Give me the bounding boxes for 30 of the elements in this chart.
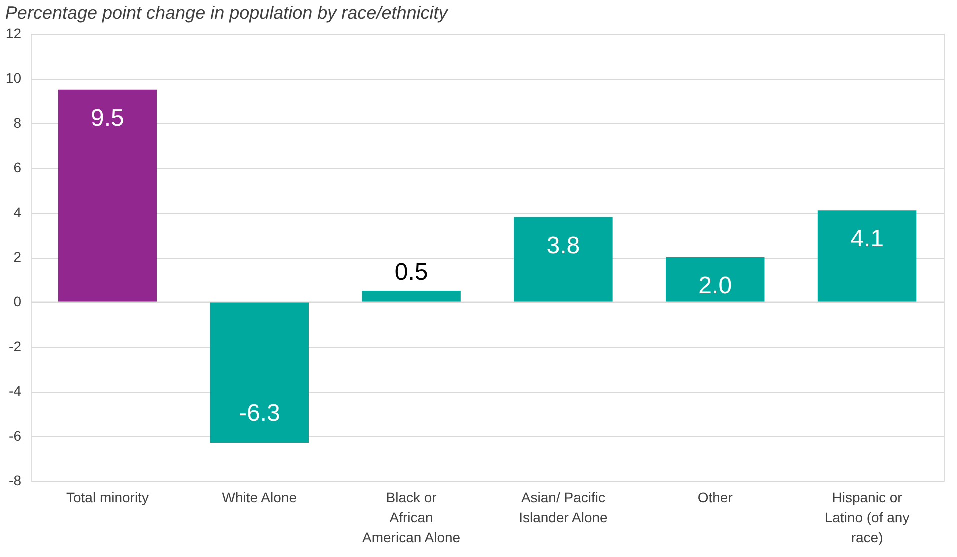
x-tick-label: Hispanic or Latino (of any race): [824, 490, 910, 546]
bar: [666, 258, 765, 302]
data-label: -6.3: [238, 400, 280, 427]
chart-title: Percentage point change in population by race/ethnicity: [5, 3, 449, 23]
y-tick-label: 6: [14, 160, 22, 176]
x-tick-label: Asian/ Pacific Islander Alone: [519, 490, 608, 526]
data-label: 2.0: [698, 272, 732, 300]
data-label: 0.5: [394, 259, 428, 286]
x-tick-label: White Alone: [222, 490, 298, 506]
y-tick-label: 12: [6, 26, 22, 42]
y-tick-label: 2: [14, 249, 22, 265]
bar: [58, 90, 158, 302]
y-tick-label: -8: [9, 472, 22, 488]
bar: [362, 291, 461, 302]
x-tick-label: Black or African American Alone: [362, 490, 461, 546]
y-tick-label: -6: [9, 428, 22, 444]
data-label: 9.5: [91, 104, 124, 132]
x-tick-label: Other: [698, 490, 734, 506]
y-tick-label: -4: [9, 383, 22, 400]
x-tick-label: Total minority: [66, 490, 149, 506]
data-label: 4.1: [850, 226, 884, 253]
y-tick-label: 0: [14, 294, 22, 310]
y-tick-label: 8: [14, 114, 22, 131]
bar: [210, 302, 309, 444]
data-label: 3.8: [546, 232, 580, 260]
y-tick-label: 4: [14, 204, 22, 220]
bar: [818, 210, 917, 302]
y-tick-label: 10: [6, 70, 22, 86]
bar: [514, 217, 613, 302]
y-tick-label: -2: [9, 338, 22, 354]
